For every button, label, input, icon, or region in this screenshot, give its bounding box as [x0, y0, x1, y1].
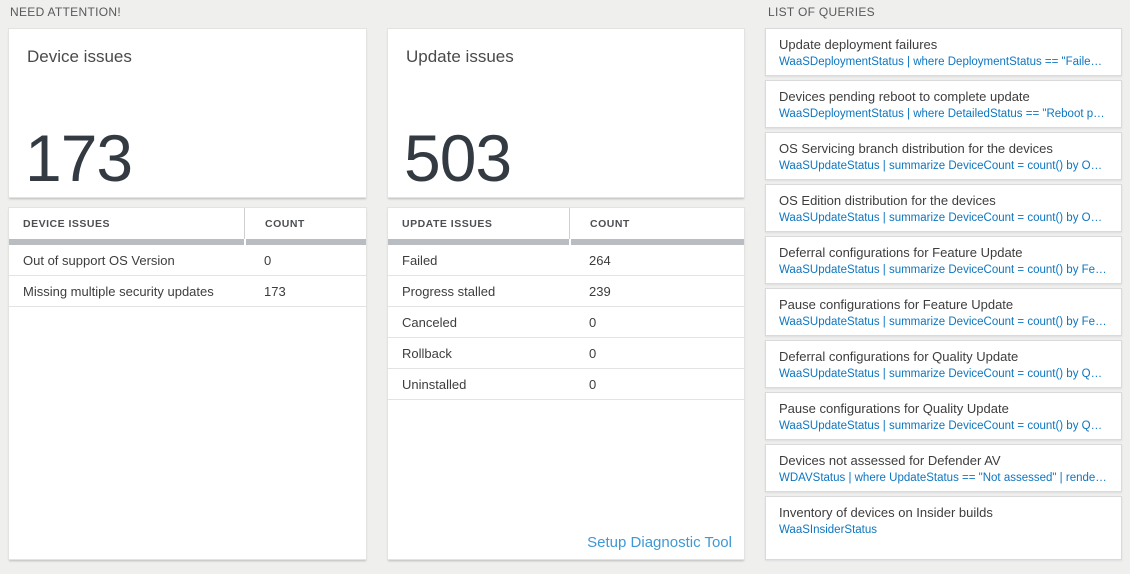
query-title: Deferral configurations for Quality Upda…: [779, 349, 1019, 364]
query-list-item[interactable]: Inventory of devices on Insider builds W…: [765, 496, 1122, 560]
table-row[interactable]: Rollback 0: [388, 338, 744, 369]
device-issues-tile-title: Device issues: [27, 47, 132, 66]
query-title: OS Servicing branch distribution for the…: [779, 141, 1053, 156]
query-text: WaaSInsiderStatus: [779, 524, 878, 536]
query-text: WaaSUpdateStatus | summarize DeviceCount…: [779, 212, 1108, 224]
table-row[interactable]: Missing multiple security updates 173: [9, 276, 366, 307]
table-header-row: DEVICE ISSUES COUNT: [9, 208, 366, 239]
query-list: Update deployment failures WaaSDeploymen…: [765, 28, 1122, 560]
section-title-list-of-queries: LIST OF QUERIES: [768, 5, 875, 19]
query-title: Devices pending reboot to complete updat…: [779, 89, 1030, 104]
update-issues-count: 503: [404, 121, 512, 195]
query-text: WDAVStatus | where UpdateStatus == "Not …: [779, 472, 1108, 484]
query-text: WaaSUpdateStatus | summarize DeviceCount…: [779, 316, 1108, 328]
column-header-count: COUNT: [569, 208, 744, 239]
row-label: Failed: [402, 252, 438, 268]
update-issues-tile-title: Update issues: [406, 47, 514, 66]
query-list-item[interactable]: Deferral configurations for Quality Upda…: [765, 340, 1122, 388]
query-title: Deferral configurations for Feature Upda…: [779, 245, 1023, 260]
device-issues-table-tile: DEVICE ISSUES COUNT Out of support OS Ve…: [8, 207, 367, 560]
row-count: 0: [589, 376, 597, 392]
query-title: Pause configurations for Quality Update: [779, 401, 1009, 416]
header-divider-bar: [388, 239, 744, 245]
table-row[interactable]: Out of support OS Version 0: [9, 245, 366, 276]
query-title: Pause configurations for Feature Update: [779, 297, 1014, 312]
table-header-row: UPDATE ISSUES COUNT: [388, 208, 744, 239]
query-list-item[interactable]: OS Servicing branch distribution for the…: [765, 132, 1122, 180]
row-count: 173: [264, 283, 286, 299]
query-text: WaaSUpdateStatus | summarize DeviceCount…: [779, 160, 1108, 172]
row-label: Missing multiple security updates: [23, 283, 214, 299]
update-issues-table-tile: UPDATE ISSUES COUNT Failed 264 Progress …: [387, 207, 745, 560]
table-row[interactable]: Failed 264: [388, 245, 744, 276]
query-list-item[interactable]: OS Edition distribution for the devices …: [765, 184, 1122, 232]
header-divider-bar: [9, 239, 366, 245]
query-list-item[interactable]: Pause configurations for Quality Update …: [765, 392, 1122, 440]
query-text: WaaSUpdateStatus | summarize DeviceCount…: [779, 420, 1108, 432]
query-list-item[interactable]: Devices not assessed for Defender AV WDA…: [765, 444, 1122, 492]
query-text: WaaSDeploymentStatus | where DetailedSta…: [779, 108, 1108, 120]
row-label: Rollback: [402, 345, 452, 361]
row-label: Canceled: [402, 314, 457, 330]
update-issues-tile[interactable]: Update issues 503: [387, 28, 745, 198]
column-header-count: COUNT: [244, 208, 366, 239]
table-row[interactable]: Uninstalled 0: [388, 369, 744, 400]
row-count: 0: [589, 345, 597, 361]
query-list-item[interactable]: Deferral configurations for Feature Upda…: [765, 236, 1122, 284]
table-row[interactable]: Canceled 0: [388, 307, 744, 338]
row-label: Out of support OS Version: [23, 252, 175, 268]
query-list-item[interactable]: Devices pending reboot to complete updat…: [765, 80, 1122, 128]
query-list-item[interactable]: Pause configurations for Feature Update …: [765, 288, 1122, 336]
query-title: Devices not assessed for Defender AV: [779, 453, 1001, 468]
row-count: 0: [589, 314, 597, 330]
column-header-device-issues: DEVICE ISSUES: [23, 217, 111, 230]
query-title: Inventory of devices on Insider builds: [779, 505, 993, 520]
device-issues-tile[interactable]: Device issues 173: [8, 28, 367, 198]
row-label: Uninstalled: [402, 376, 467, 392]
row-count: 264: [589, 252, 611, 268]
query-title: OS Edition distribution for the devices: [779, 193, 996, 208]
query-text: WaaSUpdateStatus | summarize DeviceCount…: [779, 264, 1108, 276]
device-issues-count: 173: [25, 121, 133, 195]
column-header-update-issues: UPDATE ISSUES: [402, 217, 493, 230]
section-title-need-attention: NEED ATTENTION!: [10, 5, 121, 19]
query-list-item[interactable]: Update deployment failures WaaSDeploymen…: [765, 28, 1122, 76]
row-count: 0: [264, 252, 272, 268]
table-row[interactable]: Progress stalled 239: [388, 276, 744, 307]
setup-diagnostic-tool-link[interactable]: Setup Diagnostic Tool: [587, 534, 732, 551]
row-count: 239: [589, 283, 611, 299]
row-label: Progress stalled: [402, 283, 496, 299]
query-title: Update deployment failures: [779, 37, 938, 52]
query-text: WaaSDeploymentStatus | where DeploymentS…: [779, 56, 1108, 68]
query-text: WaaSUpdateStatus | summarize DeviceCount…: [779, 368, 1108, 380]
